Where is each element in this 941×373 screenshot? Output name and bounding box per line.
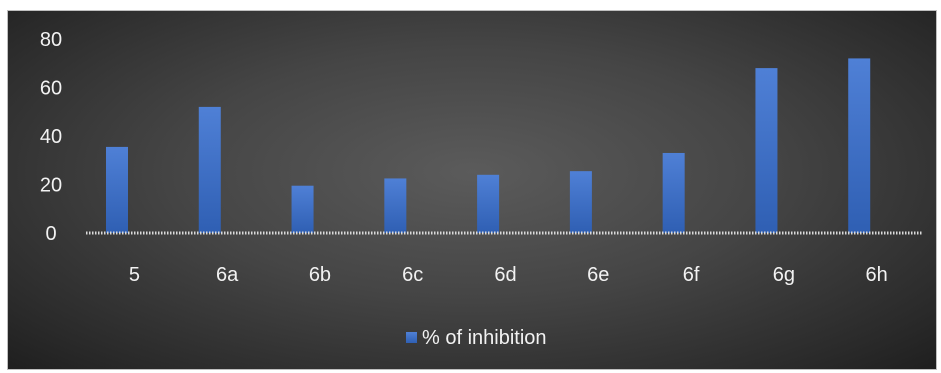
y-tick-label: 40 [40, 126, 62, 148]
x-tick-label: 6h [865, 264, 887, 286]
legend: % of inhibition [406, 327, 547, 349]
bar-6a [198, 106, 221, 233]
x-axis-ticks: 5 6a 6b 6c 6d 6e 6f 6g 6h [129, 264, 888, 286]
x-tick-label: 6d [494, 264, 516, 286]
chart-area: 0 20 40 60 80 5 6a 6b 6c 6d 6e 6f 6g 6h % of inhibit… [7, 10, 937, 370]
bar-6b [291, 185, 314, 233]
y-tick-label: 20 [40, 175, 62, 197]
x-tick-label: 6g [773, 264, 795, 286]
bar-6g [755, 68, 778, 233]
y-axis-ticks: 0 20 40 60 80 [40, 29, 62, 245]
bar-6d [477, 174, 500, 233]
legend-swatch [406, 332, 417, 343]
bar-6f [662, 152, 685, 233]
bar-6h [848, 58, 871, 234]
bar-6e [569, 171, 592, 233]
x-tick-label: 6f [683, 264, 700, 286]
y-tick-label: 0 [45, 223, 56, 245]
bar-5 [106, 146, 128, 233]
y-tick-label: 80 [40, 29, 62, 51]
y-tick-label: 60 [40, 78, 62, 100]
x-tick-label: 6e [587, 264, 609, 286]
x-tick-label: 5 [129, 264, 140, 286]
bar-6c [384, 178, 407, 233]
bar-series [106, 58, 871, 234]
x-tick-label: 6c [402, 264, 423, 286]
x-tick-label: 6a [216, 264, 239, 286]
x-tick-label: 6b [309, 264, 331, 286]
legend-label: % of inhibition [422, 327, 547, 349]
bar-chart: 0 20 40 60 80 5 6a 6b 6c 6d 6e 6f 6g 6h % of inhibit… [40, 29, 923, 349]
